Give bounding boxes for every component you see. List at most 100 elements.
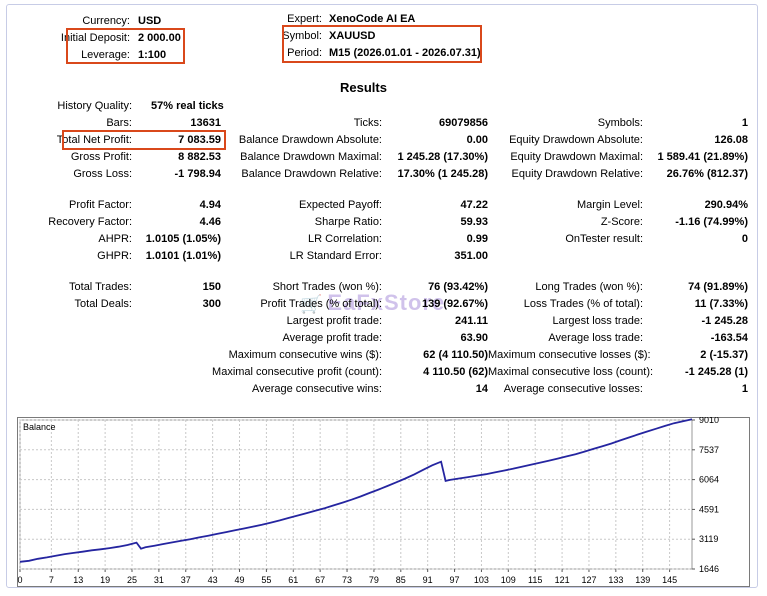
margin-level-value: 290.94% — [704, 199, 748, 211]
leverage-value: 1:100 — [138, 49, 167, 61]
gross-profit-label: Gross Profit: — [70, 151, 132, 163]
watermark-text: EaFxStore — [327, 290, 446, 315]
x-tick-label: 49 — [235, 575, 245, 585]
expert-value: XenoCode AI EA — [329, 13, 416, 25]
cart-icon: 🛒 — [300, 294, 324, 314]
total-trades-label: Total Trades: — [69, 281, 132, 293]
equity-dd-rel-value: 26.76% (812.37) — [666, 168, 748, 180]
balance-line — [19, 418, 693, 563]
x-tick-label: 43 — [208, 575, 218, 585]
x-tick-label: 145 — [662, 575, 677, 585]
largest-loss-label: Largest loss trade: — [552, 315, 644, 327]
y-tick-label: 7537 — [699, 445, 719, 455]
x-tick-label: 73 — [342, 575, 352, 585]
x-tick-label: 103 — [474, 575, 489, 585]
gross-loss-value: -1 798.94 — [174, 168, 221, 180]
x-tick-label: 19 — [100, 575, 110, 585]
history-quality-label: History Quality: — [57, 100, 132, 112]
deposit-value: 2 000.00 — [138, 32, 181, 44]
max-consec-wins-label: Maximum consecutive wins ($): — [228, 349, 382, 361]
short-trades-label: Short Trades (won %): — [272, 281, 382, 293]
deposit-highlight — [66, 28, 185, 64]
symbol-label: Symbol: — [282, 30, 322, 42]
leverage-label: Leverage: — [81, 49, 130, 61]
recovery-factor-label: Recovery Factor: — [48, 216, 132, 228]
ghpr-label: GHPR: — [97, 250, 132, 262]
loss-trades-label: Loss Trades (% of total): — [523, 298, 643, 310]
symbols-label: Symbols: — [597, 117, 643, 129]
balance-dd-max-label: Balance Drawdown Maximal: — [240, 151, 382, 163]
max-consec-losses-value: 2 (-15.37) — [700, 349, 748, 361]
x-tick-label: 67 — [315, 575, 325, 585]
ahpr-label: AHPR: — [98, 233, 132, 245]
period-label: Period: — [287, 47, 322, 59]
x-tick-label: 121 — [555, 575, 570, 585]
y-tick-label: 4591 — [699, 504, 719, 514]
largest-profit-label: Largest profit trade: — [286, 315, 382, 327]
avg-consec-wins-value: 14 — [475, 383, 488, 395]
largest-loss-value: -1 245.28 — [701, 315, 748, 327]
x-tick-label: 133 — [608, 575, 623, 585]
avg-loss-value: -163.54 — [710, 332, 748, 344]
total-deals-label: Total Deals: — [74, 298, 132, 310]
long-trades-label: Long Trades (won %): — [535, 281, 643, 293]
y-tick-label: 1646 — [699, 564, 719, 574]
bars-value: 13631 — [190, 117, 221, 129]
net-profit-value: 7 083.59 — [178, 134, 221, 146]
sharpe-ratio-label: Sharpe Ratio: — [314, 216, 382, 228]
gross-loss-label: Gross Loss: — [73, 168, 132, 180]
balance-dd-rel-value: 17.30% (1 245.28) — [397, 168, 488, 180]
x-tick-label: 139 — [635, 575, 650, 585]
symbols-value: 1 — [741, 117, 748, 129]
balance-dd-abs-label: Balance Drawdown Absolute: — [238, 134, 382, 146]
balance-dd-abs-value: 0.00 — [466, 134, 488, 146]
x-tick-label: 7 — [49, 575, 54, 585]
x-tick-label: 91 — [423, 575, 433, 585]
lr-correlation-value: 0.99 — [466, 233, 488, 245]
avg-consec-wins-label: Average consecutive wins: — [251, 383, 382, 395]
z-score-value: -1.16 (74.99%) — [675, 216, 748, 228]
x-tick-label: 97 — [450, 575, 460, 585]
max-consec-loss-label: Maximal consecutive loss (count): — [488, 366, 654, 378]
lr-correlation-label: LR Correlation: — [308, 233, 382, 245]
ticks-label: Ticks: — [353, 117, 382, 129]
balance-chart-svg: 0 7 13 19 25 31 37 43 49 55 61 67 73 79 85 91 97 103 109 11… — [17, 417, 750, 587]
avg-loss-label: Average loss trade: — [548, 332, 643, 344]
x-tick-label: 109 — [501, 575, 516, 585]
total-deals-value: 300 — [202, 298, 221, 310]
gross-profit-value: 8 882.53 — [178, 151, 221, 163]
x-tick-label: 115 — [528, 575, 542, 585]
chart-title: Balance — [23, 422, 56, 432]
loss-trades-value: 11 (7.33%) — [694, 298, 748, 310]
currency-value: USD — [138, 15, 162, 27]
z-score-label: Z-Score: — [600, 216, 643, 228]
ahpr-value: 1.0105 (1.05%) — [145, 233, 221, 245]
x-tick-label: 85 — [396, 575, 406, 585]
net-profit-label: Total Net Profit: — [56, 134, 132, 146]
lr-std-error-label: LR Standard Error: — [289, 250, 382, 262]
largest-profit-value: 241.11 — [454, 315, 488, 327]
max-consec-wins-value: 62 (4 110.50) — [423, 349, 488, 361]
symbol-period-highlight — [282, 25, 482, 63]
avg-consec-losses-value: 1 — [741, 383, 748, 395]
profit-trades-value: 139 (92.67%) — [421, 298, 488, 310]
x-tick-label: 31 — [154, 575, 164, 585]
ontester-value: 0 — [741, 233, 748, 245]
deposit-label: Initial Deposit: — [60, 32, 130, 44]
expected-payoff-label: Expected Payoff: — [299, 199, 382, 211]
y-tick-label: 3119 — [699, 534, 718, 544]
x-tick-label: 79 — [369, 575, 379, 585]
recovery-factor-value: 4.46 — [199, 216, 221, 228]
equity-dd-max-value: 1 589.41 (21.89%) — [657, 151, 748, 163]
history-quality-value: 57% real ticks — [151, 100, 224, 112]
store-watermark: 🛒 EaFxStore — [300, 290, 445, 316]
max-consec-profit-label: Maximal consecutive profit (count): — [212, 366, 382, 378]
avg-consec-losses-label: Average consecutive losses: — [503, 383, 643, 395]
margin-level-label: Margin Level: — [576, 199, 643, 211]
x-tick-label: 61 — [288, 575, 298, 585]
y-tick-label: 6064 — [699, 475, 719, 485]
profit-factor-value: 4.94 — [199, 199, 221, 211]
y-tick-label: 9010 — [699, 417, 719, 425]
max-consec-losses-label: Maximum consecutive losses ($): — [488, 349, 651, 361]
x-tick-label: 25 — [127, 575, 137, 585]
